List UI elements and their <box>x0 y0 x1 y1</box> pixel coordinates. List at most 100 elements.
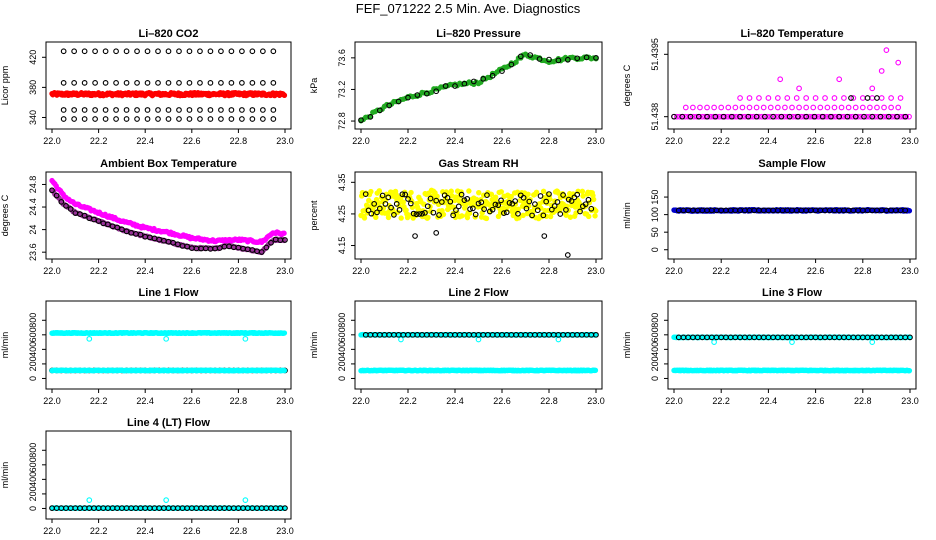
plot-frame <box>45 430 292 520</box>
data-point <box>869 113 876 120</box>
data-point <box>81 107 88 113</box>
data-point <box>728 113 735 120</box>
data-point <box>218 107 224 113</box>
data-point <box>866 113 873 120</box>
x-tick-label: 23.0 <box>276 136 294 146</box>
data-point <box>249 80 256 86</box>
data-point <box>472 211 479 218</box>
data-point <box>448 188 454 194</box>
chart-title: Gas Stream RH <box>438 158 518 170</box>
data-point <box>764 113 771 120</box>
data-point <box>529 212 535 219</box>
data-point <box>413 211 420 218</box>
data-point <box>515 206 521 212</box>
data-point <box>442 83 449 89</box>
data-point <box>367 114 374 120</box>
data-point <box>407 200 414 207</box>
y-tick-label: 72.8 <box>337 112 347 130</box>
data-point <box>374 209 380 216</box>
data-point <box>398 215 404 221</box>
data-point <box>174 241 181 248</box>
data-point <box>864 95 871 101</box>
plot-frame <box>45 171 292 260</box>
data-point <box>478 199 485 206</box>
data-point <box>555 57 562 64</box>
data-point <box>546 56 552 63</box>
data-point <box>81 80 88 86</box>
data-point <box>239 107 245 113</box>
data-point <box>767 104 774 111</box>
chart-title: Li–820 Pressure <box>436 28 520 40</box>
data-point <box>402 191 409 198</box>
data-point <box>885 113 892 120</box>
y-tick-label: 0 <box>650 247 660 252</box>
x-tick-label: 22.2 <box>399 136 417 146</box>
data-point <box>508 61 515 68</box>
data-point <box>841 95 847 101</box>
data-point <box>838 113 844 120</box>
x-tick-label: 22.8 <box>854 266 872 276</box>
x-tick-label: 22.4 <box>136 266 154 276</box>
data-point <box>878 68 885 74</box>
data-point <box>438 199 445 205</box>
data-point <box>593 331 599 338</box>
data-point <box>513 59 519 65</box>
x-tick-label: 22.6 <box>493 266 511 276</box>
data-point <box>134 80 140 86</box>
data-point <box>71 80 77 86</box>
data-point <box>114 224 121 231</box>
x-tick-label: 23.0 <box>901 266 919 276</box>
data-point <box>393 192 399 198</box>
data-point <box>758 113 765 120</box>
data-point <box>249 48 256 55</box>
data-point <box>869 85 876 92</box>
data-point <box>281 230 287 236</box>
data-point <box>447 198 454 205</box>
data-point <box>789 339 795 345</box>
data-point <box>483 215 490 222</box>
data-point <box>86 497 93 503</box>
data-point <box>812 95 819 101</box>
data-point <box>525 191 531 198</box>
data-point <box>481 206 487 212</box>
x-tick-label: 22.2 <box>712 396 730 406</box>
data-point <box>540 188 547 194</box>
data-point <box>81 116 88 122</box>
plot-frame <box>354 171 603 260</box>
plot-frame <box>667 41 917 130</box>
plot-frame <box>667 171 917 260</box>
data-point <box>517 53 524 60</box>
data-point <box>753 113 760 120</box>
data-point <box>501 210 507 217</box>
data-point <box>767 113 774 120</box>
data-point <box>579 188 586 195</box>
y-tick-label: 0 <box>337 376 347 381</box>
data-point <box>520 194 527 201</box>
data-point <box>711 339 717 345</box>
y-tick-label: 200 <box>28 486 38 501</box>
data-point <box>155 80 161 86</box>
data-point <box>464 214 471 221</box>
y-tick-label: 4.15 <box>337 237 347 255</box>
x-tick-label: 23.0 <box>901 136 919 146</box>
data-point <box>371 200 378 207</box>
data-point <box>144 116 151 122</box>
data-point <box>218 48 224 55</box>
x-tick-label: 22.4 <box>446 396 464 406</box>
data-point <box>874 95 880 101</box>
figure-title: FEF_071222 2.5 Min. Ave. Diagnostics <box>355 1 581 16</box>
plot-frame <box>354 300 603 390</box>
y-axis-label: Licor ppm <box>0 66 10 106</box>
chart-panel-1: Li–820 CO2 Licor ppm 22.0 22.2 22.4 22.6 22.8 2… <box>0 28 294 146</box>
chart-panel-6: Sample Flow ml/min 22.0 22.2 22.4 22.6 22.8 23.… <box>622 158 919 276</box>
data-point <box>430 209 437 216</box>
data-point <box>906 113 912 120</box>
x-tick-label: 22.2 <box>712 136 730 146</box>
x-tick-label: 22.4 <box>760 266 778 276</box>
data-point <box>546 191 552 197</box>
data-point <box>582 201 589 208</box>
data-point <box>872 113 878 120</box>
data-point <box>427 195 434 202</box>
data-point <box>850 95 857 101</box>
